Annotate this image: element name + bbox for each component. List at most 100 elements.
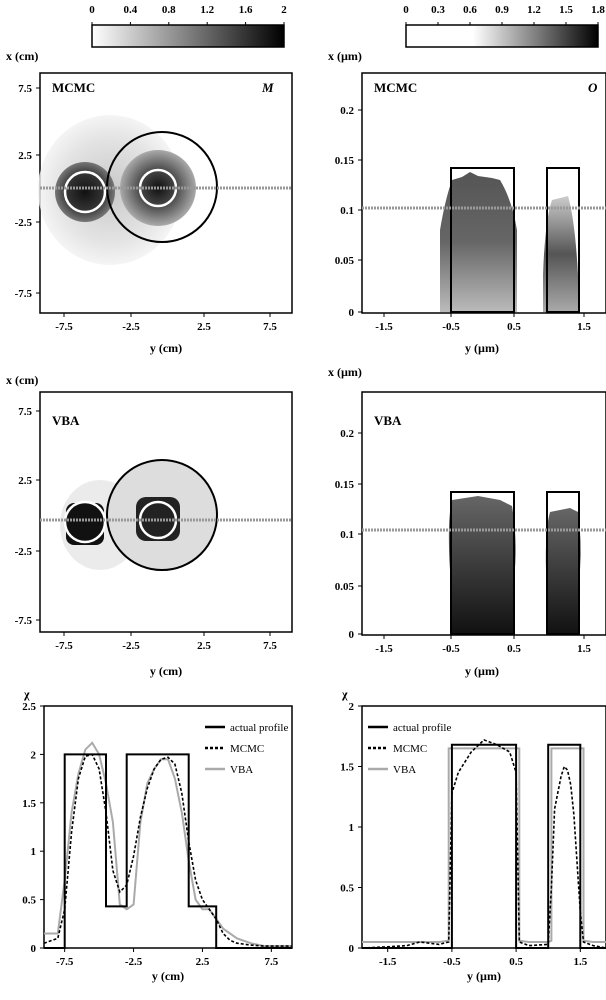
y-tick-label: -2.5	[15, 217, 33, 229]
colorbar-tick-label: 0.9	[495, 4, 509, 16]
legend-label: MCMC	[393, 743, 427, 755]
ylabel: χ	[341, 687, 348, 701]
outline-circle-left	[63, 170, 107, 214]
corner-label: M	[261, 80, 274, 95]
colorbar-tick-label: 0.8	[162, 4, 176, 16]
series-line-mcmc	[361, 738, 606, 949]
x-tick-label: -1.5	[379, 956, 397, 968]
y-tick-label: 2.5	[18, 475, 32, 487]
colorbar-tick-label: 0.6	[463, 4, 477, 16]
method-label: MCMC	[52, 80, 95, 95]
legend-label: actual profile	[393, 722, 451, 734]
xlabel: y (µm)	[465, 664, 499, 678]
y-tick-label: 2	[31, 749, 37, 761]
method-label: VBA	[52, 413, 80, 428]
series-line-vba	[362, 747, 606, 943]
ylabel: x (cm)	[6, 49, 38, 63]
xlabel: y (cm)	[152, 969, 184, 983]
y-tick-label: 0.2	[340, 105, 354, 117]
x-tick-label: -0.5	[443, 956, 461, 968]
legend-label: VBA	[230, 764, 253, 776]
ylabel: x (µm)	[328, 49, 362, 63]
y-tick-label: 1.5	[340, 762, 354, 774]
x-tick-label: -2.5	[125, 956, 143, 968]
colorbar-tick-label: 0	[403, 4, 409, 16]
x-tick-label: -2.5	[122, 321, 140, 333]
colorbar-tick-label: 1.2	[527, 4, 541, 16]
y-tick-label: 1	[31, 846, 37, 858]
y-tick-label: 2.5	[18, 150, 32, 162]
colorbar-tick-label: 1.8	[591, 4, 605, 16]
colorbar-tick-label: 0.3	[431, 4, 445, 16]
x-tick-label: -2.5	[122, 640, 140, 652]
density-column-b	[545, 508, 581, 634]
y-tick-label: 0.5	[22, 895, 36, 907]
colorbar-tick-label: 1.5	[559, 4, 573, 16]
x-tick-label: 2.5	[197, 640, 211, 652]
actual-box-b	[546, 167, 580, 313]
x-tick-label: -1.5	[375, 321, 393, 333]
xlabel: y (µm)	[465, 341, 499, 355]
ylabel: x (cm)	[6, 373, 38, 387]
colorbar-tick-label: 1.2	[200, 4, 214, 16]
y-tick-label: 1.5	[22, 798, 36, 810]
density-column-b	[543, 196, 578, 312]
series-line-mcmc	[43, 753, 292, 947]
xlabel: y (cm)	[150, 341, 182, 355]
actual-box-a	[450, 167, 515, 313]
method-label: MCMC	[374, 80, 417, 95]
y-tick-label: 0.2	[340, 428, 354, 440]
colorbar-tick-label: 0	[89, 4, 95, 16]
y-tick-label: 7.5	[18, 406, 32, 418]
panel-mcmc-um: x (µm) MCMC O -1.5 -0.5 0.5 1.5 0.2 0.15 0.1 0.…	[328, 49, 606, 355]
x-tick-label: 0.5	[509, 956, 523, 968]
y-tick-label: 0.05	[335, 581, 355, 593]
x-tick-label: 2.5	[197, 321, 211, 333]
actual-box-b	[546, 491, 580, 635]
y-tick-label: 7.5	[18, 83, 32, 95]
x-tick-label: 0.5	[507, 321, 521, 333]
x-tick-label: 0.5	[507, 643, 521, 655]
corner-label: O	[588, 80, 598, 95]
y-tick-label: 0	[31, 943, 37, 955]
outline-circle-left	[63, 500, 107, 544]
x-tick-label: 1.5	[573, 956, 587, 968]
series-line-actual-profile	[44, 753, 292, 949]
y-tick-label: 0.05	[335, 255, 355, 267]
x-tick-label: -7.5	[55, 640, 73, 652]
xlabel: y (cm)	[150, 664, 182, 678]
colorbar-tick-label: 2	[281, 4, 287, 16]
x-tick-label: -7.5	[56, 956, 74, 968]
panel-mcmc-xy: x (cm) MCMC M -7.5 -2.5 2.5 7.5 7.5 2.5 -2.5 -7…	[6, 49, 293, 355]
colorbar-right: 0 0.3 0.6 0.9 1.2 1.5 1.8	[403, 4, 605, 48]
plot-frame	[361, 705, 606, 949]
actual-box-a	[450, 491, 515, 635]
outline-circle-large	[106, 459, 218, 571]
y-tick-label: 0.5	[340, 883, 354, 895]
method-label: VBA	[374, 413, 402, 428]
legend-label: VBA	[393, 764, 416, 776]
y-tick-label: 0	[349, 629, 355, 641]
y-tick-label: 0.15	[335, 479, 355, 491]
y-tick-label: 0	[349, 943, 355, 955]
colorbar-tick-label: 1.6	[239, 4, 253, 16]
y-tick-label: 0.1	[340, 205, 354, 217]
x-tick-label: -1.5	[375, 643, 393, 655]
xlabel: y (µm)	[467, 969, 501, 983]
y-tick-label: 2.5	[22, 701, 36, 713]
y-tick-label: -2.5	[15, 546, 33, 558]
colorbar-tick-label: 0.4	[124, 4, 138, 16]
panel-vba-xy: x (cm) VBA -7.5 -2.5 2.5 7.57.52.5-2.5-7.5 …	[6, 373, 293, 678]
y-tick-label: 2	[349, 701, 355, 713]
ylabel: x (µm)	[328, 365, 362, 379]
x-tick-label: 7.5	[263, 640, 277, 652]
profile-chart-cm: 0 0.5 1 1.5 2 2.5 -7.5 -2.5 2.5 7.5 χ y (cm) actual …	[22, 687, 293, 983]
legend-label: MCMC	[230, 743, 264, 755]
series-line-actual-profile	[362, 743, 606, 949]
x-tick-label: 1.5	[577, 321, 591, 333]
x-tick-label: -0.5	[442, 643, 460, 655]
y-tick-label: 1	[349, 822, 355, 834]
panel-vba-um: x (µm) VBA -1.5 -0.5 0.5 1.5 0.2 0.15 0.1 0.05 0…	[328, 365, 606, 678]
ylabel: χ	[23, 687, 30, 701]
